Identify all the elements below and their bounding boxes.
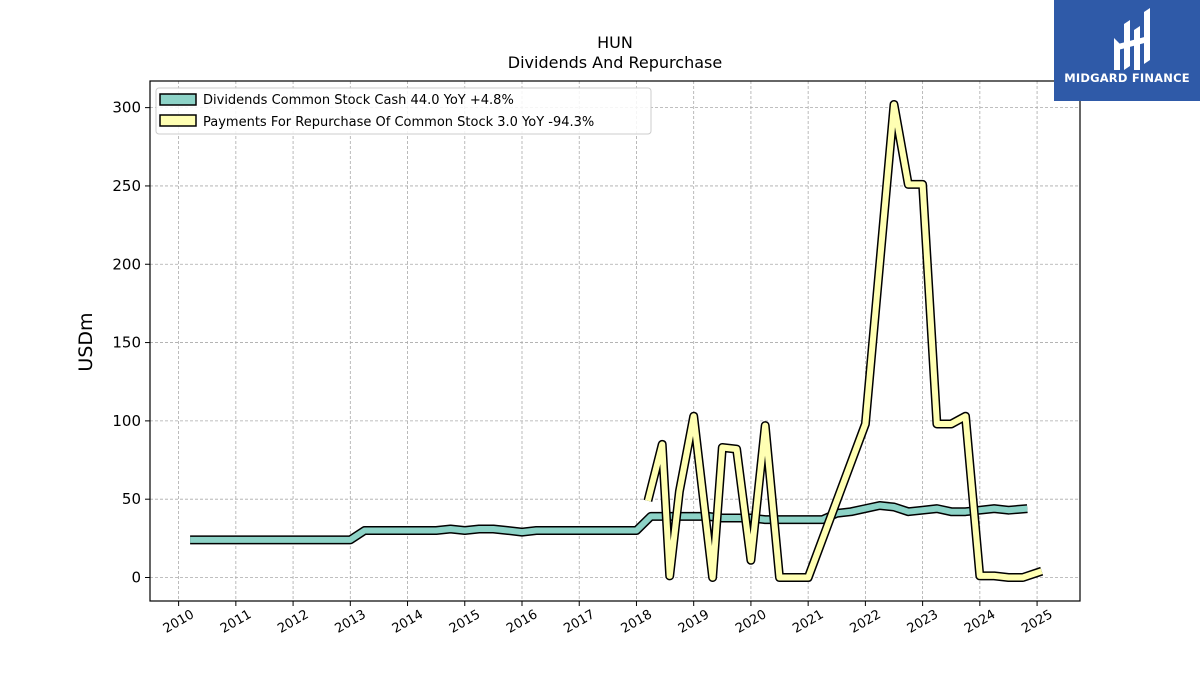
chart-subtitle: Dividends And Repurchase (508, 53, 722, 72)
x-axis-ticks: 2010 2011 2012 2013 2014 2015 2016 2017 2018 2019… (161, 601, 1055, 637)
y-tick-label: 300 (112, 99, 141, 117)
x-tick-label: 2014 (390, 607, 426, 637)
y-tick-label: 200 (112, 255, 141, 273)
y-tick-label: 150 (112, 334, 141, 352)
series-line (190, 502, 1028, 543)
x-tick-label: 2022 (848, 607, 884, 637)
logo-text: MIDGARD FINANCE (1064, 71, 1190, 85)
y-axis-label: USDm (75, 312, 97, 371)
x-tick-label: 2010 (161, 607, 197, 637)
x-tick-label: 2016 (504, 607, 540, 637)
x-tick-label: 2023 (905, 607, 941, 637)
legend-label-repurchase: Payments For Repurchase Of Common Stock … (203, 115, 594, 130)
legend: Dividends Common Stock Cash 44.0 YoY +4.… (155, 87, 652, 135)
legend-box (155, 87, 652, 135)
y-axis-ticks: 0 50 100 150 200 250 300 (112, 99, 150, 587)
series-line (644, 101, 1043, 581)
series-dividends (190, 501, 1028, 545)
series-repurchase (643, 100, 1044, 582)
series-layer (190, 100, 1044, 582)
y-tick-label: 50 (122, 490, 141, 508)
x-tick-label: 2019 (676, 607, 712, 637)
grid (150, 81, 1080, 601)
legend-swatch-repurchase (159, 114, 197, 127)
y-tick-label: 0 (131, 569, 141, 587)
x-tick-label: 2015 (447, 607, 483, 637)
x-tick-label: 2024 (962, 607, 998, 637)
logo-mark-icon (1114, 8, 1150, 70)
x-tick-label: 2025 (1019, 607, 1055, 637)
plot-frame (149, 80, 1081, 602)
chart-title: HUN (597, 33, 633, 52)
brand-logo: MIDGARD FINANCE (1054, 0, 1200, 101)
x-tick-label: 2012 (275, 607, 311, 637)
legend-label-dividends: Dividends Common Stock Cash 44.0 YoY +4.… (203, 93, 514, 108)
y-tick-label: 250 (112, 177, 141, 195)
x-tick-label: 2021 (790, 607, 826, 637)
y-tick-label: 100 (112, 412, 141, 430)
x-tick-label: 2013 (332, 607, 368, 637)
x-tick-label: 2018 (619, 607, 655, 637)
x-tick-label: 2020 (733, 607, 769, 637)
x-tick-label: 2017 (561, 607, 597, 637)
legend-swatch-dividends (159, 93, 197, 106)
x-tick-label: 2011 (218, 607, 254, 637)
